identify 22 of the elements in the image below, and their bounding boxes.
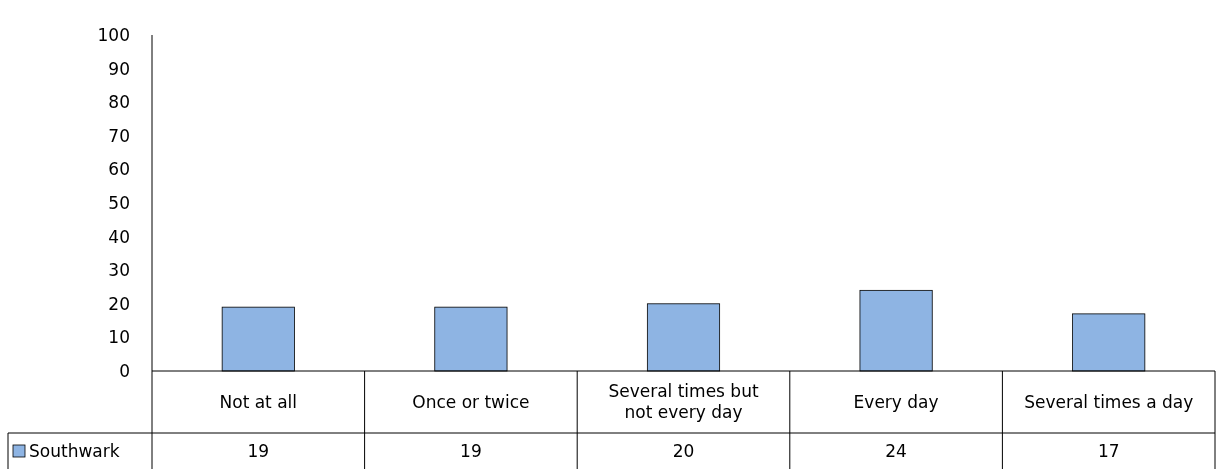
data-label: 17 (1097, 440, 1120, 461)
y-tick-label: 70 (108, 125, 130, 146)
y-tick-label: 60 (108, 159, 130, 180)
data-label: 24 (885, 440, 907, 461)
y-tick-label: 0 (119, 360, 130, 381)
x-tick-label: Several times but not every day (608, 381, 759, 423)
y-tick-label: 80 (108, 92, 130, 113)
y-tick-label: 90 (108, 58, 130, 79)
y-tick-label: 10 (108, 327, 130, 348)
y-tick-label: 40 (108, 226, 130, 247)
data-label: 19 (460, 440, 482, 461)
y-tick-label: 50 (108, 192, 130, 213)
y-tick-label: 20 (108, 293, 130, 314)
x-tick-label: Several times a day (1024, 391, 1194, 412)
y-tick-label: 100 (97, 24, 130, 45)
x-tick-label: Not at all (219, 391, 298, 412)
legend-label: Southwark (29, 440, 120, 461)
x-tick-label: Every day (853, 391, 939, 412)
y-tick-label: 30 (108, 260, 130, 281)
data-label: 19 (247, 440, 270, 461)
x-tick-label: Once or twice (412, 391, 530, 412)
data-label: 20 (672, 440, 695, 461)
